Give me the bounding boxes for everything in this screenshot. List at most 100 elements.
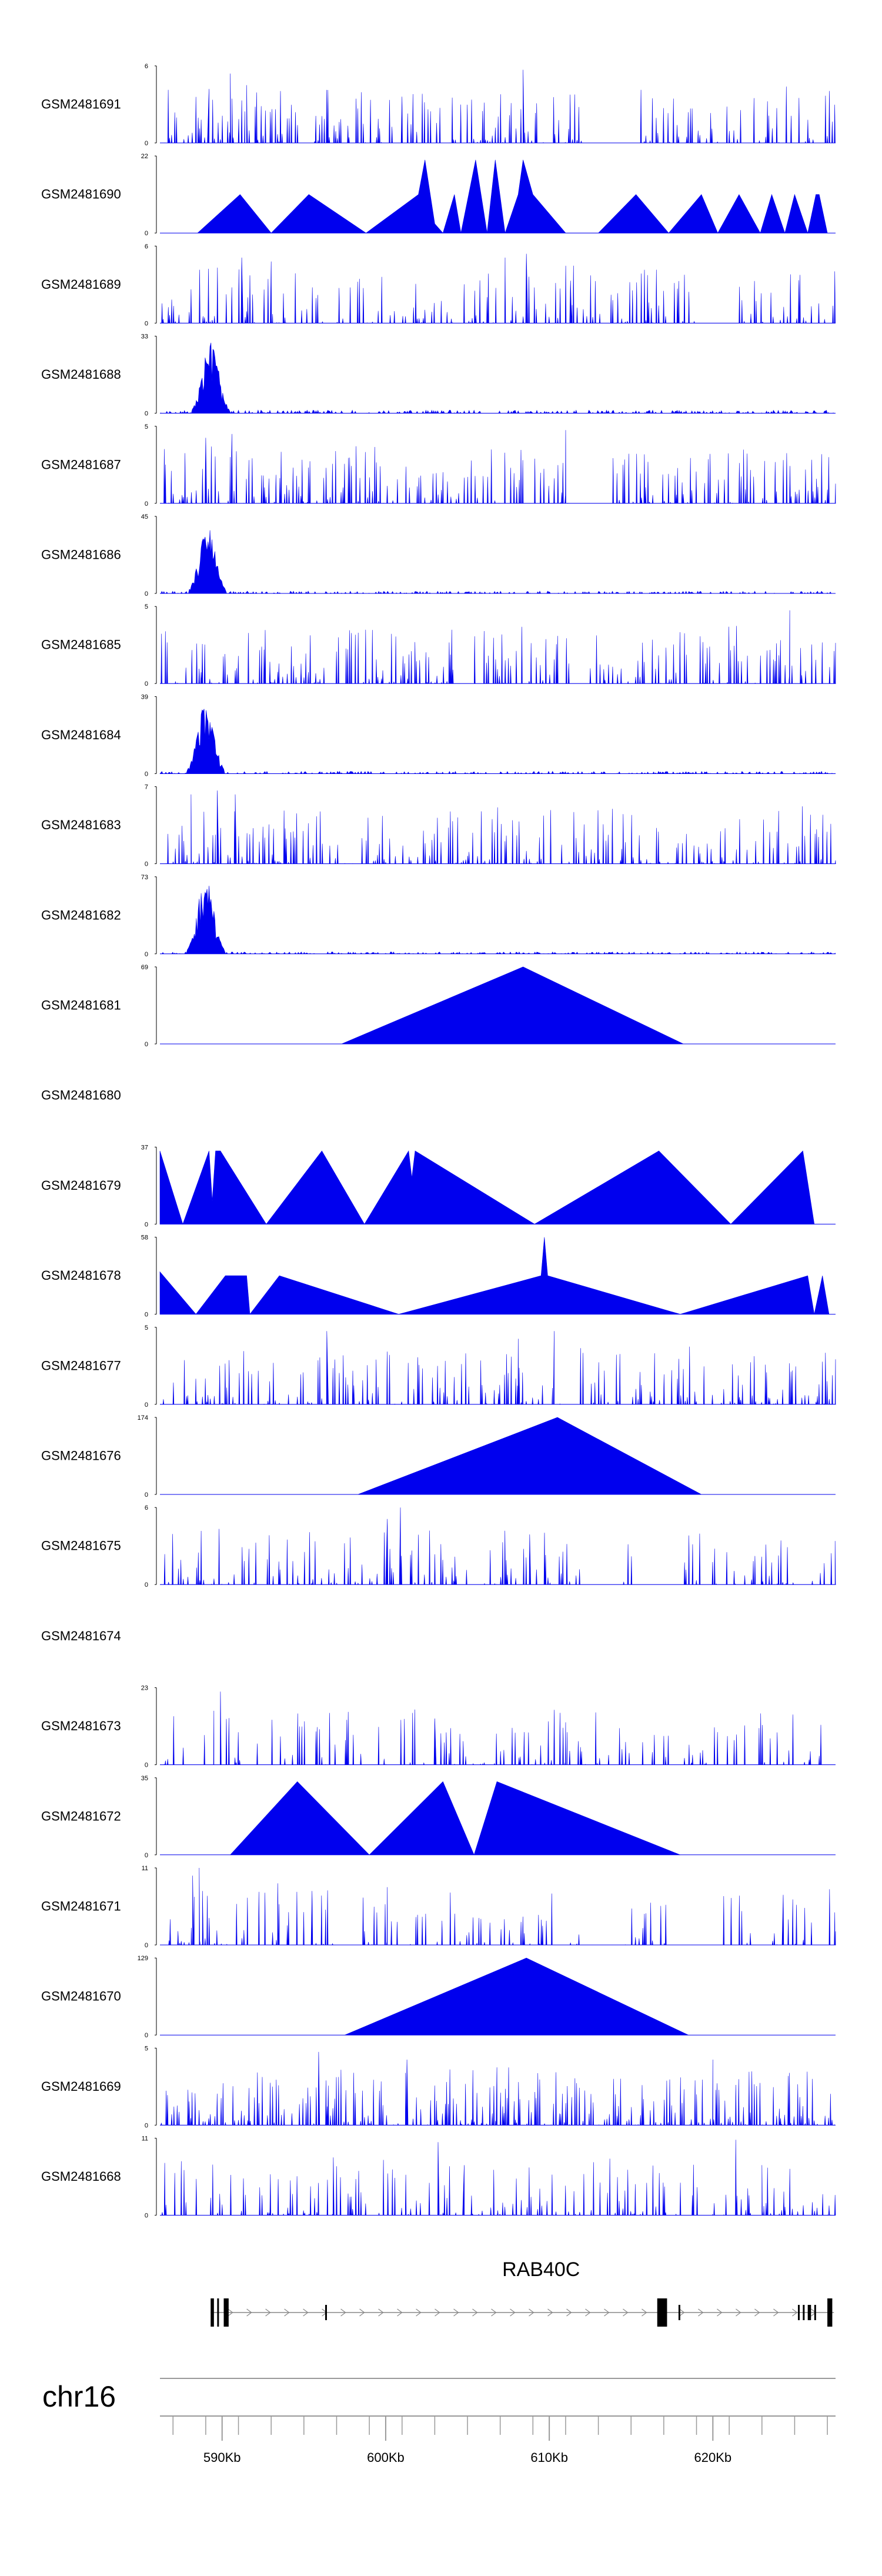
- y-max-label: 11: [142, 1865, 148, 1872]
- strand-arrow: [642, 2308, 647, 2317]
- coverage-area: [197, 159, 828, 234]
- track-label: GSM2481682: [41, 907, 121, 922]
- track-GSM2481691: GSM2481691 6 0: [41, 63, 836, 147]
- strand-arrow: [284, 2308, 290, 2317]
- chromosome-label: chr16: [42, 2380, 116, 2413]
- strand-arrow: [547, 2308, 553, 2317]
- coverage-area: [345, 1957, 689, 2036]
- track-label: GSM2481670: [41, 1989, 121, 2004]
- coverage-area: [159, 709, 836, 775]
- coverage-area: [160, 1331, 836, 1405]
- strand-arrow: [228, 2308, 233, 2317]
- y-max-label: 69: [141, 964, 148, 971]
- track-label: GSM2481677: [41, 1358, 121, 1373]
- strand-arrow: [378, 2308, 384, 2317]
- track-label: GSM2481684: [41, 728, 121, 742]
- strand-arrow: [453, 2308, 459, 2317]
- gene-model: [211, 2298, 834, 2327]
- y-min-label: 0: [145, 1312, 148, 1319]
- coverage-area: [160, 1867, 836, 1946]
- exon-block: [223, 2298, 229, 2327]
- strand-arrow: [472, 2308, 478, 2317]
- track-label: GSM2481681: [41, 998, 121, 1013]
- y-min-label: 0: [145, 951, 148, 958]
- strand-arrow: [698, 2308, 704, 2317]
- track-label: GSM2481674: [41, 1629, 121, 1643]
- coverage-area: [229, 1781, 680, 1856]
- track-GSM2481677: GSM2481677 5 0: [41, 1324, 836, 1409]
- track-GSM2481668: GSM2481668 11 0: [41, 2135, 836, 2220]
- track-GSM2481685: GSM2481685 5 0: [41, 603, 836, 688]
- coverage-area: [160, 2051, 836, 2126]
- track-label: GSM2481685: [41, 638, 121, 652]
- y-min-label: 0: [145, 861, 148, 868]
- y-max-label: 5: [145, 1324, 148, 1332]
- y-max-label: 23: [141, 1685, 148, 1692]
- exon-block: [657, 2298, 667, 2327]
- coverage-area: [160, 1507, 836, 1585]
- axis-tick-label: 620Kb: [694, 2450, 732, 2465]
- strand-arrow: [416, 2308, 422, 2317]
- y-min-label: 0: [145, 590, 148, 598]
- track-GSM2481671: GSM2481671 11 0: [41, 1865, 836, 1949]
- y-min-label: 0: [145, 1762, 148, 1769]
- coverage-area: [160, 430, 836, 504]
- track-GSM2481679: GSM2481679 37 0: [41, 1144, 836, 1228]
- genome-axis: 590Kb 600Kb 610Kb 620Kb: [160, 2378, 836, 2465]
- y-min-label: 0: [145, 1581, 148, 1589]
- y-min-label: 0: [145, 680, 148, 688]
- track-label: GSM2481686: [41, 548, 121, 562]
- y-max-label: 5: [145, 2045, 148, 2052]
- track-label: GSM2481671: [41, 1899, 121, 1914]
- track-label: GSM2481676: [41, 1449, 121, 1463]
- y-max-label: 7: [145, 784, 148, 791]
- track-GSM2481678: GSM2481678 58 0: [41, 1234, 836, 1319]
- track-GSM2481676: GSM2481676 174 0: [41, 1414, 836, 1499]
- track-GSM2481675: GSM2481675 6 0: [41, 1504, 836, 1589]
- y-min-label: 0: [145, 1852, 148, 1859]
- y-min-label: 0: [145, 1942, 148, 1949]
- y-max-label: 174: [138, 1414, 148, 1422]
- exon-block: [217, 2298, 219, 2327]
- y-max-label: 6: [145, 243, 148, 250]
- strand-arrow: [491, 2308, 497, 2317]
- coverage-area: [358, 1417, 702, 1495]
- track-label: GSM2481689: [41, 277, 121, 292]
- y-max-label: 6: [145, 63, 148, 70]
- exon-block: [798, 2305, 800, 2320]
- coverage-area: [160, 69, 836, 144]
- track-GSM2481683: GSM2481683 7 0: [41, 784, 836, 868]
- strand-arrow: [340, 2308, 346, 2317]
- track-GSM2481680: GSM2481680: [41, 1088, 121, 1103]
- coverage-area: [160, 886, 836, 955]
- axis-tick-label: 590Kb: [203, 2450, 241, 2465]
- track-label: GSM2481673: [41, 1719, 121, 1733]
- y-max-label: 5: [145, 423, 148, 431]
- y-max-label: 73: [141, 874, 148, 881]
- strand-arrow: [773, 2308, 779, 2317]
- strand-arrow: [510, 2308, 516, 2317]
- track-GSM2481669: GSM2481669 5 0: [41, 2045, 836, 2129]
- y-min-label: 0: [145, 1041, 148, 1048]
- track-GSM2481689: GSM2481689 6 0: [41, 243, 836, 327]
- y-min-label: 0: [145, 1221, 148, 1228]
- y-max-label: 35: [141, 1775, 148, 1782]
- track-label: GSM2481687: [41, 457, 121, 472]
- y-min-label: 0: [145, 411, 148, 418]
- track-GSM2481670: GSM2481670 129 0: [41, 1955, 836, 2039]
- coverage-area: [160, 790, 836, 864]
- coverage-area: [159, 1150, 815, 1225]
- strand-arrow: [736, 2308, 741, 2317]
- y-max-label: 39: [141, 693, 148, 700]
- strand-arrow: [529, 2308, 534, 2317]
- y-max-label: 33: [141, 333, 148, 341]
- gene-annotation-track: RAB40C: [211, 2258, 834, 2327]
- y-max-label: 45: [141, 513, 148, 520]
- y-min-label: 0: [145, 140, 148, 147]
- coverage-area: [160, 530, 836, 594]
- track-label: GSM2481680: [41, 1088, 121, 1103]
- y-min-label: 0: [145, 1491, 148, 1499]
- exon-block: [678, 2305, 680, 2320]
- exon-block: [325, 2305, 327, 2320]
- track-GSM2481673: GSM2481673 23 0: [41, 1685, 836, 1769]
